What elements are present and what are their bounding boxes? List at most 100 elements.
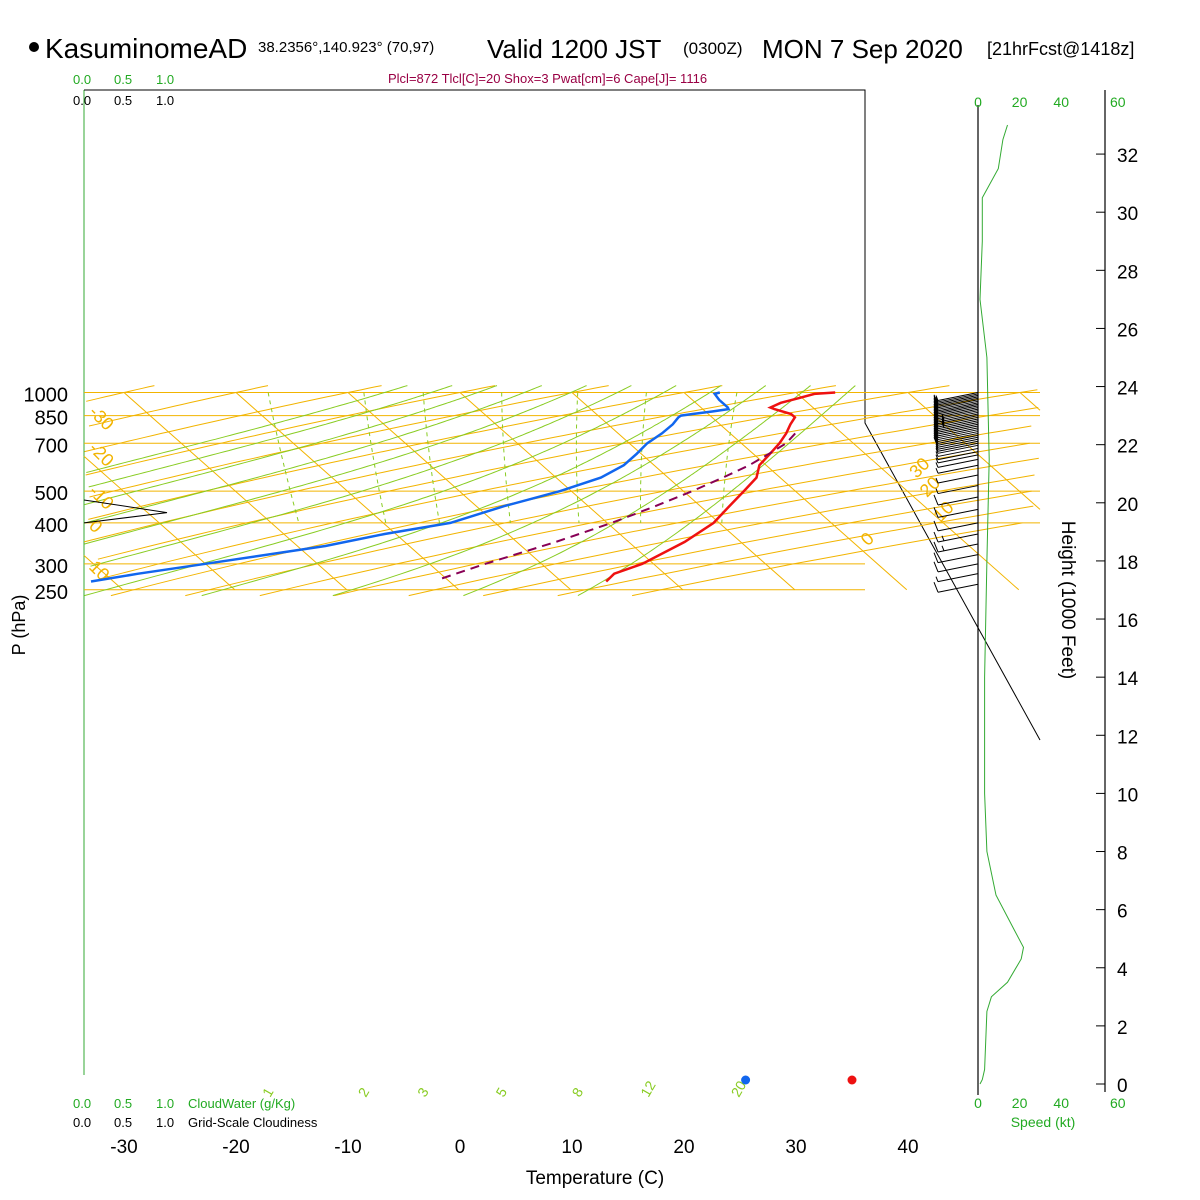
wind-barb-flag <box>933 520 939 532</box>
wind-barb <box>933 435 979 446</box>
station-coords: 38.2356°,140.923° (70,97) <box>258 39 434 56</box>
height-tick-label: 12 <box>1117 727 1138 748</box>
wind-barb-staff <box>937 403 979 413</box>
forecast-info: [21hrFcst@1418z] <box>987 39 1134 59</box>
wind-barb <box>935 440 979 450</box>
wind-barb-staff <box>937 423 979 433</box>
wind-barb-half-flag <box>935 398 939 404</box>
wind-barb-staff <box>937 432 979 442</box>
surface-temperature-dot <box>847 1075 857 1085</box>
wind-barb-staff <box>937 402 979 412</box>
wind-barb-staff <box>937 427 979 437</box>
dry-adiabat-label: -10 <box>85 481 118 514</box>
wind-barb <box>933 520 979 532</box>
wind-barb-staff <box>937 407 979 416</box>
isotherm-line <box>123 392 348 591</box>
height-tick-label: 0 <box>1117 1076 1128 1097</box>
station-name: KasuminomeAD <box>45 33 247 64</box>
wind-barb-flag <box>933 425 939 437</box>
speed-tick-bottom: 40 <box>1053 1095 1069 1111</box>
dry-adiabat-line <box>89 385 609 498</box>
height-tick-label: 6 <box>1117 902 1128 923</box>
surface-dewpoint-dot <box>741 1075 751 1085</box>
wind-barb-flag <box>933 418 939 429</box>
mixing-ratio-label-3: 3 <box>414 1085 432 1100</box>
wind-barb-staff <box>937 485 979 495</box>
wind-barb <box>933 552 979 564</box>
dry-adiabat-line <box>88 385 723 520</box>
wind-barb-half-flag <box>941 535 945 541</box>
speed-tick-bottom: 60 <box>1110 1095 1126 1111</box>
wind-barb <box>933 431 979 442</box>
wind-barb <box>933 437 979 448</box>
wind-barb-half-flag <box>935 446 939 452</box>
wind-barb-staff <box>937 411 979 421</box>
diagram-outline <box>84 89 1041 741</box>
wind-barb-half-flag <box>941 417 945 423</box>
x-tick-label: 30 <box>785 1137 806 1158</box>
pressure-label-250: 250 <box>35 582 68 604</box>
pressure-label-1000: 1000 <box>24 385 69 407</box>
moist-adiabat-line <box>201 385 722 597</box>
wind-barb <box>933 402 979 413</box>
wind-barb-flag <box>933 394 939 406</box>
dry-adiabat-line <box>408 474 1035 597</box>
height-tick-label: 32 <box>1117 146 1138 167</box>
wind-barb-flag <box>933 561 939 573</box>
wind-barb-staff <box>937 438 979 448</box>
cloud-scale-bottom: 0.0 0.5 1.0 CloudWater (g/Kg) 0.0 0.5 1.… <box>73 1096 318 1130</box>
wind-barb-half-flag <box>941 418 945 425</box>
station-marker-icon <box>29 42 39 52</box>
wind-barb-half-flag <box>935 477 939 484</box>
wind-barb-staff <box>937 396 979 406</box>
wind-barb-flag <box>933 405 939 416</box>
wind-barb <box>933 415 979 426</box>
dry-adiabat-line <box>557 505 1034 597</box>
wind-barb-staff <box>937 464 979 474</box>
wind-barb-half-flag <box>935 396 939 403</box>
x-tick-label: -30 <box>110 1137 137 1158</box>
wind-barb-flag <box>933 541 939 553</box>
wind-barb-staff <box>937 413 979 423</box>
wind-barb <box>933 405 979 416</box>
wind-barb-half-flag <box>941 415 945 421</box>
wind-barb <box>933 427 979 439</box>
wind-barb-flag <box>933 531 939 543</box>
wind-barb <box>933 420 979 431</box>
cloud-tick-top-green-0: 0.0 <box>73 72 91 87</box>
wind-barb <box>933 429 979 441</box>
wind-barb-half-flag <box>935 395 939 401</box>
wind-barb <box>935 458 979 468</box>
wind-barb <box>935 393 979 403</box>
height-tick-label: 30 <box>1117 204 1138 225</box>
dry-adiabat-line <box>632 522 1023 597</box>
dry-adiabat-line <box>110 407 1039 597</box>
wind-barb-staff <box>937 508 979 518</box>
cloud-tick-top-black-2: 1.0 <box>156 93 174 108</box>
wind-barb-flag <box>933 427 939 438</box>
wind-barb <box>933 406 979 418</box>
stability-indices: Plcl=872 Tlcl[C]=20 Shox=3 Pwat[cm]=6 Ca… <box>388 71 707 86</box>
wind-panel: 0246810121416182022242628303200202040406… <box>933 90 1139 1111</box>
sounding-profiles <box>90 391 857 1085</box>
wind-barb <box>935 392 979 401</box>
cloudiness-label: Grid-Scale Cloudiness <box>188 1115 318 1130</box>
y-axis-title: P (hPa) <box>9 595 29 656</box>
mixing-ratio-line <box>501 392 511 523</box>
wind-barb-flag <box>933 429 939 440</box>
wind-barb-staff <box>937 431 979 441</box>
wind-barb-staff <box>937 434 979 444</box>
dry-adiabat-label: 0 <box>85 516 106 537</box>
x-tick-label: 20 <box>673 1137 694 1158</box>
wind-barb-flag <box>933 422 939 433</box>
wind-barb-staff <box>937 397 979 407</box>
moist-adiabat-line <box>86 385 408 473</box>
wind-barb <box>933 561 979 573</box>
cloud-tick-bottom-green-0: 0.0 <box>73 1096 91 1111</box>
wind-barb <box>933 397 979 409</box>
dry-adiabat-label: 0 <box>857 528 878 549</box>
wind-barb-flag <box>933 402 939 413</box>
mixing-ratio-label-8: 8 <box>568 1085 586 1100</box>
wind-barb-staff <box>937 583 979 593</box>
